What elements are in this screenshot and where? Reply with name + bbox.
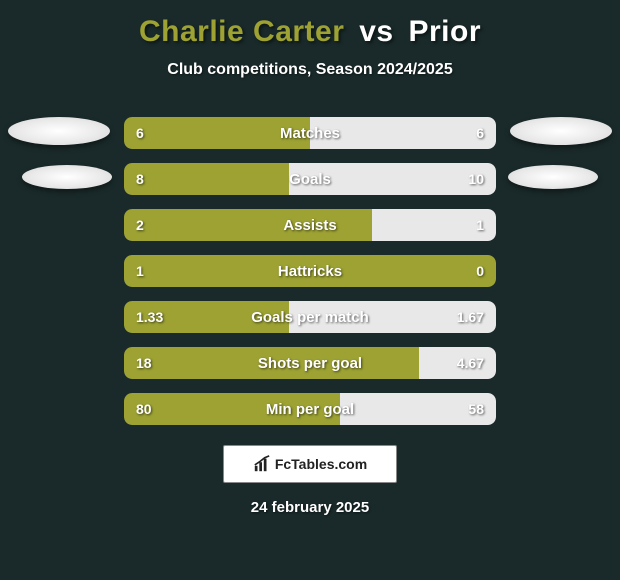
player2-crest-2 <box>508 165 598 189</box>
stat-row: 1.331.67Goals per match <box>124 301 496 333</box>
stat-label: Min per goal <box>124 393 496 425</box>
date: 24 february 2025 <box>0 499 620 516</box>
player1-crest-2 <box>22 165 112 189</box>
comparison-container: Charlie Carter vs Prior Club competition… <box>0 0 620 580</box>
title-vs: vs <box>359 15 393 48</box>
stat-label: Matches <box>124 117 496 149</box>
comparison-title: Charlie Carter vs Prior <box>0 15 620 49</box>
stat-label: Goals per match <box>124 301 496 333</box>
player1-crest-1 <box>8 117 110 145</box>
stat-row: 8058Min per goal <box>124 393 496 425</box>
brand-box[interactable]: FcTables.com <box>223 445 397 483</box>
subtitle: Club competitions, Season 2024/2025 <box>0 61 620 79</box>
stat-row: 184.67Shots per goal <box>124 347 496 379</box>
player2-crest-1 <box>510 117 612 145</box>
stat-label: Assists <box>124 209 496 241</box>
stat-label: Goals <box>124 163 496 195</box>
stat-label: Shots per goal <box>124 347 496 379</box>
bars-icon <box>253 455 271 473</box>
brand-text: FcTables.com <box>275 456 367 472</box>
stat-row: 21Assists <box>124 209 496 241</box>
stat-row: 10Hattricks <box>124 255 496 287</box>
title-player1: Charlie Carter <box>139 15 344 48</box>
stat-row: 810Goals <box>124 163 496 195</box>
stat-label: Hattricks <box>124 255 496 287</box>
stat-rows: 66Matches 810Goals 21Assists 10Hattricks 1.3… <box>0 117 620 425</box>
stat-row: 66Matches <box>124 117 496 149</box>
title-player2: Prior <box>408 15 481 48</box>
